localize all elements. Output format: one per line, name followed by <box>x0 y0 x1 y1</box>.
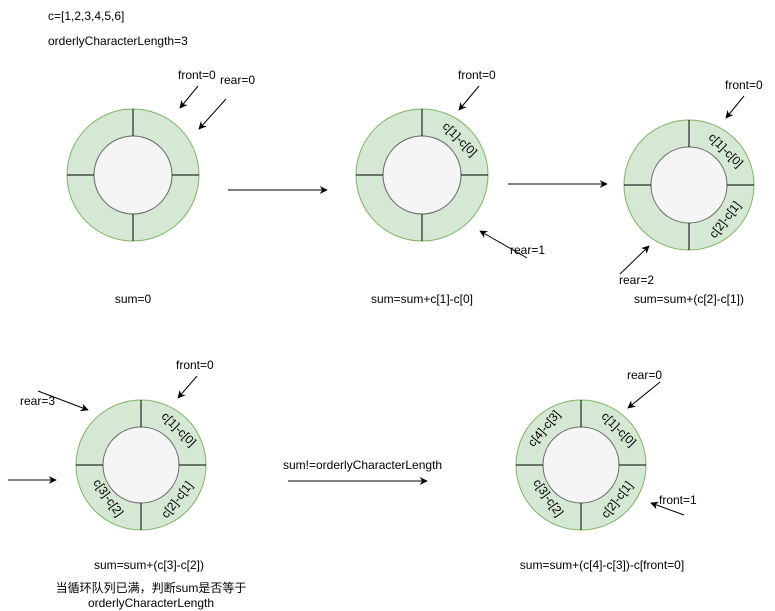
front-pointer-label: front=0 <box>176 358 214 372</box>
sum-label: sum=sum+(c[3]-c[2]) <box>94 558 204 572</box>
rear-pointer-label: rear=0 <box>220 73 255 87</box>
front-pointer-arrow <box>725 95 745 119</box>
queue-step-5: c[1]-c[0] c[2]-c[1] c[3]-c[2] c[4]-c[3] <box>515 399 647 531</box>
queue-hole <box>102 426 180 504</box>
rear-pointer-arrow <box>619 245 650 275</box>
queue-step-2: c[1]-c[0] <box>355 108 489 242</box>
sum-label: sum=sum+(c[2]-c[1]) <box>634 292 744 306</box>
queue-hole <box>542 426 620 504</box>
queue-full-note-line-1: 当循环队列已满，判断sum是否等于 <box>56 580 247 595</box>
sum-label: sum=sum+c[1]-c[0] <box>371 292 473 306</box>
rear-pointer-arrow <box>479 230 528 259</box>
length-definition: orderlyCharacterLength=3 <box>48 34 188 48</box>
queue-hole <box>93 135 173 215</box>
front-pointer-label: front=1 <box>659 493 697 507</box>
queue-step-3: c[1]-c[0] c[2]-c[1] <box>623 119 755 251</box>
front-pointer-arrow <box>458 85 480 111</box>
array-definition: c=[1,2,3,4,5,6] <box>48 9 124 23</box>
sum-label: sum=sum+(c[4]-c[3])-c[front=0] <box>520 558 684 572</box>
sum-label: sum=0 <box>115 292 152 306</box>
rear-pointer-label: rear=0 <box>627 368 662 382</box>
queue-step-4: c[1]-c[0] c[2]-c[1] c[3]-c[2] <box>75 399 207 531</box>
front-pointer-arrow <box>179 85 199 109</box>
rear-pointer-arrow <box>627 381 661 409</box>
queue-hole <box>382 135 462 215</box>
queue-full-note-line-2: orderlyCharacterLength <box>88 596 214 610</box>
transition-condition-label: sum!=orderlyCharacterLength <box>283 458 442 472</box>
front-pointer-label: front=0 <box>178 68 216 82</box>
front-pointer-arrow <box>177 375 198 399</box>
queue-hole <box>650 146 728 224</box>
front-pointer-label: front=0 <box>458 68 496 82</box>
rear-pointer-label: rear=1 <box>510 243 545 257</box>
rear-pointer-label: rear=3 <box>20 394 55 408</box>
rear-pointer-arrow <box>37 390 89 412</box>
queue-step-1 <box>66 108 200 242</box>
rear-pointer-arrow <box>198 98 227 130</box>
front-pointer-arrow <box>650 501 685 516</box>
rear-pointer-label: rear=2 <box>619 273 654 287</box>
front-pointer-label: front=0 <box>725 78 763 92</box>
